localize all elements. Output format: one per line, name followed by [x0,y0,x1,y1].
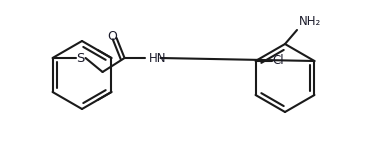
Text: O: O [108,30,117,43]
Text: Cl: Cl [273,55,284,67]
Text: HN: HN [148,51,166,64]
Text: NH₂: NH₂ [299,15,321,28]
Text: S: S [76,51,85,64]
